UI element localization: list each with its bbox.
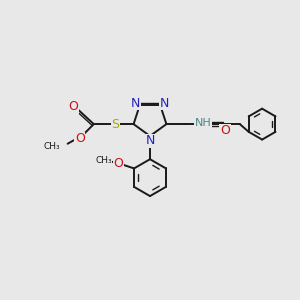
Text: S: S bbox=[111, 118, 119, 130]
Text: CH₃: CH₃ bbox=[95, 156, 112, 165]
Text: N: N bbox=[131, 97, 140, 110]
Text: O: O bbox=[114, 157, 124, 169]
Text: N: N bbox=[145, 134, 155, 147]
Text: O: O bbox=[68, 100, 78, 113]
Text: CH₃: CH₃ bbox=[43, 142, 60, 151]
Text: N: N bbox=[160, 97, 169, 110]
Text: O: O bbox=[75, 133, 85, 146]
Text: NH: NH bbox=[195, 118, 211, 128]
Text: O: O bbox=[220, 124, 230, 137]
